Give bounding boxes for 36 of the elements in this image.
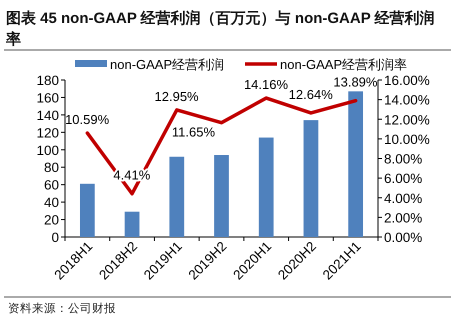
y-tick-label: 140: [36, 108, 59, 123]
y-tick-label: 160: [36, 90, 59, 106]
bar: [169, 156, 184, 237]
legend-label: non-GAAP经营利润: [110, 57, 224, 72]
y-tick-label: 60: [44, 178, 59, 193]
data-label: 12.95%: [154, 88, 200, 104]
legend-label: non-GAAP经营利润率: [280, 57, 408, 72]
data-label: 12.64%: [288, 86, 334, 102]
y2-tick-label: 16.00%: [384, 73, 430, 88]
data-label: 13.89%: [333, 74, 378, 90]
y2-tick-label: 14.00%: [384, 92, 430, 108]
y2-tick-label: 0.00%: [384, 230, 422, 245]
y2-tick-label: 12.00%: [384, 112, 430, 128]
y-tick-label: 100: [36, 142, 59, 158]
y2-tick-label: 4.00%: [384, 190, 422, 206]
data-label: 14.16%: [244, 77, 288, 92]
y-tick-label: 120: [36, 125, 59, 140]
bar: [80, 184, 95, 237]
y2-tick-label: 8.00%: [384, 152, 422, 166]
chart-title: 图表 45 non-GAAP 经营利润（百万元）与 non-GAAP 经营利润率: [6, 9, 436, 50]
y2-tick-label: 10.00%: [384, 132, 430, 147]
bar: [258, 138, 274, 237]
bar: [304, 120, 318, 237]
bar: [214, 155, 229, 237]
bar: [348, 91, 364, 237]
bar: [124, 212, 140, 237]
y2-tick-label: 2.00%: [384, 210, 422, 226]
text: 资料来源：公司财报: [8, 301, 116, 316]
y-tick-label: 80: [44, 160, 59, 176]
y-tick-label: 0: [51, 230, 59, 245]
y-tick-label: 40: [44, 195, 59, 210]
y2-tick-label: 6.00%: [384, 171, 422, 186]
data-label: 11.65%: [172, 124, 216, 140]
y-tick-label: 20: [44, 212, 59, 228]
data-label: 10.59%: [65, 112, 110, 128]
y-tick-label: 180: [36, 73, 59, 88]
